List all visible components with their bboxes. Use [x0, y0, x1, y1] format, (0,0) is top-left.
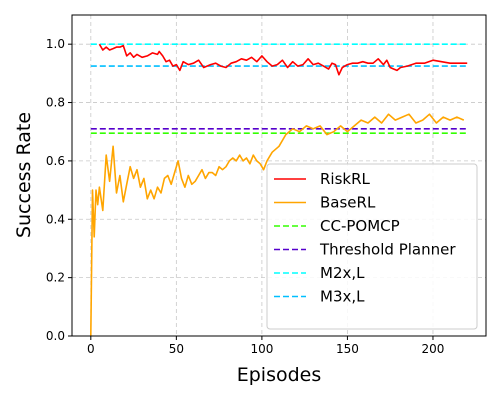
- y-axis-title: Success Rate: [13, 112, 35, 238]
- y-tick-label: 0.0: [46, 329, 65, 343]
- legend-label: CC-POMCP: [320, 217, 400, 235]
- y-tick-label: 0.4: [46, 212, 65, 226]
- y-tick-label: 0.6: [46, 154, 65, 168]
- x-tick-label: 0: [87, 342, 95, 356]
- y-tick-label: 0.8: [46, 96, 65, 110]
- x-tick-label: 100: [250, 342, 273, 356]
- legend-label: BaseRL: [320, 194, 376, 212]
- legend-label: M3x,L: [320, 288, 365, 306]
- x-tick-label: 150: [336, 342, 359, 356]
- legend: RiskRL BaseRL CC-POMCP Threshold Planner M2x…: [267, 164, 477, 329]
- x-tick-label: 50: [169, 342, 184, 356]
- y-tick-label: 0.2: [46, 271, 65, 285]
- x-tick-label: 200: [422, 342, 445, 356]
- legend-label: M2x,L: [320, 264, 365, 282]
- legend-label: Threshold Planner: [319, 241, 456, 259]
- x-axis-title: Episodes: [237, 364, 322, 386]
- y-tick-label: 1.0: [46, 37, 65, 51]
- legend-label: RiskRL: [320, 170, 371, 188]
